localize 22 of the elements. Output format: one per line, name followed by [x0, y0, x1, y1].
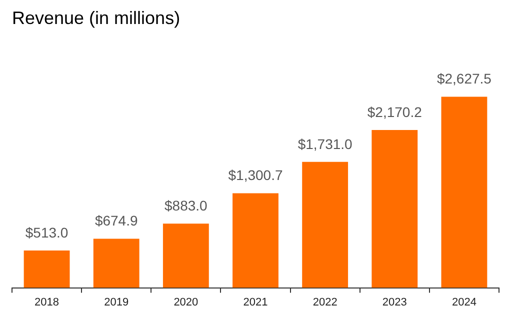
- data-label: $2,170.2: [367, 104, 422, 120]
- x-tick-label: 2019: [104, 296, 129, 308]
- bar: [93, 238, 140, 288]
- data-label: $2,627.5: [436, 70, 492, 87]
- x-tick-label: 2024: [452, 296, 476, 308]
- x-tick-label: 2021: [243, 296, 268, 308]
- data-label: $1,731.0: [298, 136, 353, 152]
- x-tick-label: 2018: [34, 296, 60, 308]
- x-tick-label: 2020: [174, 296, 198, 308]
- bar: [372, 130, 418, 288]
- bar: [162, 224, 209, 288]
- data-label: $1,300.7: [228, 167, 283, 184]
- chart-title: Revenue (in millions): [12, 8, 180, 28]
- bar: [441, 96, 488, 288]
- bar: [232, 193, 278, 288]
- data-label: $674.9: [94, 212, 138, 229]
- data-label: $883.0: [164, 197, 208, 214]
- x-tick-label: 2022: [312, 296, 338, 308]
- x-tick-label: 2023: [382, 296, 407, 308]
- bar: [24, 250, 70, 288]
- data-label: $513.0: [25, 224, 68, 240]
- bar: [302, 162, 348, 288]
